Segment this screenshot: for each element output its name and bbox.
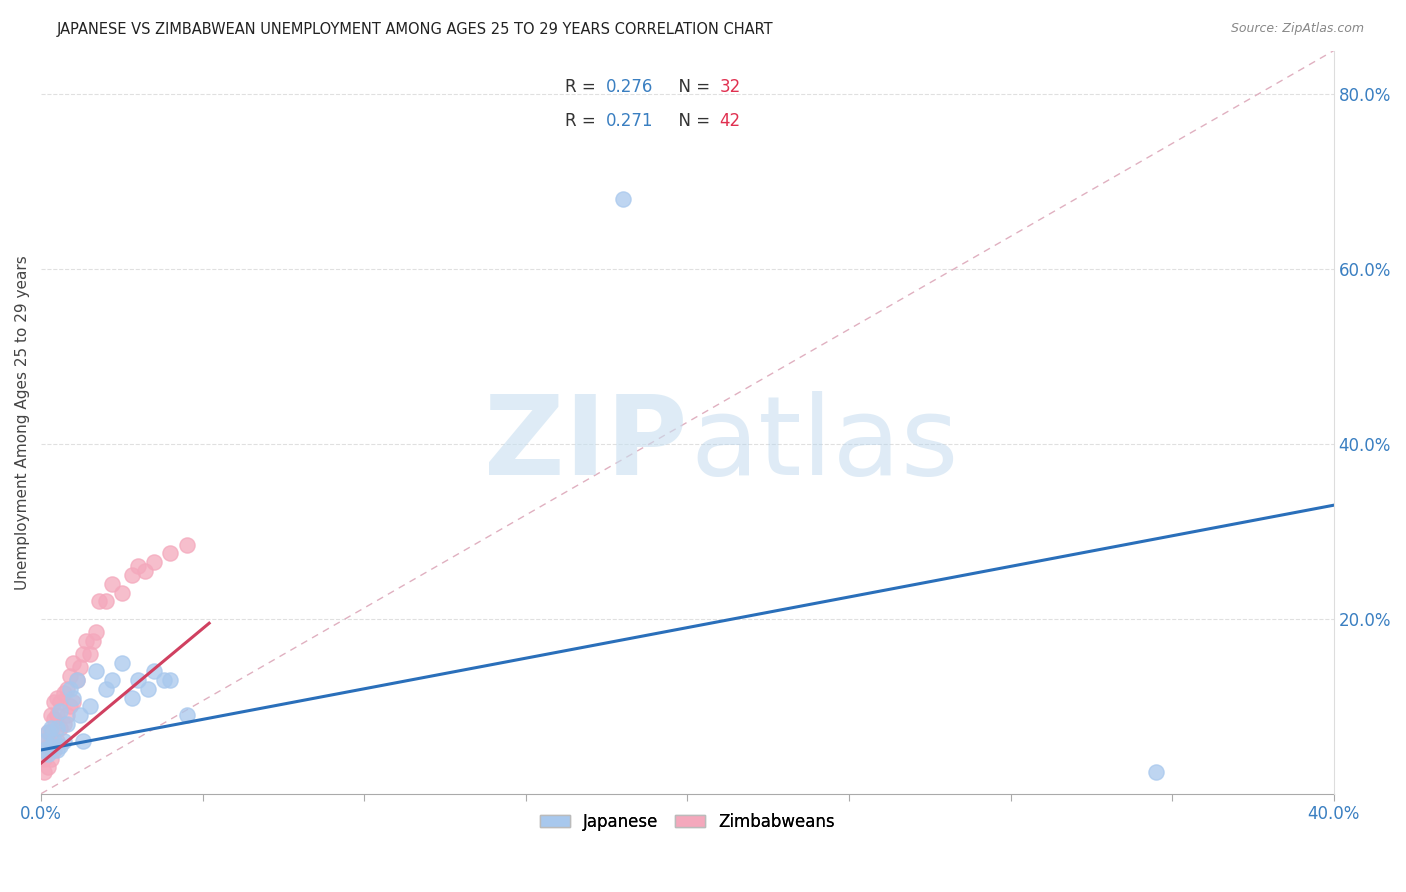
Point [39, 739, 62, 753]
Point [79, 647, 101, 661]
Point [127, 673, 149, 687]
Text: atlas: atlas [690, 391, 959, 498]
Text: N =: N = [668, 78, 716, 96]
Point [56, 681, 79, 696]
Point [153, 673, 176, 687]
Point [66, 673, 89, 687]
Point [39, 752, 62, 766]
Point [143, 665, 166, 679]
Point [89, 594, 111, 608]
Point [59, 668, 82, 682]
Point [42, 695, 65, 709]
Point [134, 564, 156, 578]
Text: 0.271: 0.271 [606, 112, 654, 129]
Point [34, 752, 56, 766]
Legend: Japanese, Zimbabweans: Japanese, Zimbabweans [533, 806, 842, 838]
Point [46, 721, 69, 735]
Point [52, 686, 75, 700]
Y-axis label: Unemployment Among Ages 25 to 29 years: Unemployment Among Ages 25 to 29 years [15, 255, 30, 590]
Point [56, 708, 79, 723]
Point [66, 673, 89, 687]
Point [111, 585, 134, 599]
Point [56, 716, 79, 731]
Point [34, 764, 56, 779]
Point [62, 656, 84, 670]
Text: R =: R = [565, 112, 600, 129]
Point [72, 734, 94, 748]
Point [84, 665, 107, 679]
Point [37, 725, 59, 739]
Point [39, 725, 62, 739]
Point [37, 747, 59, 762]
Point [34, 743, 56, 757]
Point [52, 734, 75, 748]
Point [39, 721, 62, 735]
Point [46, 743, 69, 757]
Point [42, 734, 65, 748]
Point [121, 568, 143, 582]
Text: 32: 32 [720, 78, 741, 96]
Point [59, 681, 82, 696]
Point [94, 594, 117, 608]
Text: ZIP: ZIP [484, 391, 688, 498]
Point [176, 708, 198, 723]
Point [37, 739, 59, 753]
Point [101, 577, 124, 591]
Point [59, 699, 82, 714]
Point [49, 704, 72, 718]
Point [82, 633, 104, 648]
Point [46, 734, 69, 748]
Point [39, 708, 62, 723]
Point [121, 690, 143, 705]
Point [37, 760, 59, 774]
Text: JAPANESE VS ZIMBABWEAN UNEMPLOYMENT AMONG AGES 25 TO 29 YEARS CORRELATION CHART: JAPANESE VS ZIMBABWEAN UNEMPLOYMENT AMON… [56, 22, 773, 37]
Point [94, 681, 117, 696]
Point [37, 725, 59, 739]
Text: 42: 42 [720, 112, 741, 129]
Point [72, 647, 94, 661]
Point [136, 681, 159, 696]
Text: R =: R = [565, 78, 600, 96]
Point [46, 690, 69, 705]
Point [34, 734, 56, 748]
Point [62, 695, 84, 709]
Text: N =: N = [668, 112, 716, 129]
Point [49, 739, 72, 753]
Point [42, 712, 65, 726]
Point [176, 537, 198, 551]
Point [69, 660, 91, 674]
Point [52, 716, 75, 731]
Point [127, 559, 149, 574]
Text: Source: ZipAtlas.com: Source: ZipAtlas.com [1230, 22, 1364, 36]
Point [46, 708, 69, 723]
Point [75, 633, 97, 648]
Point [69, 708, 91, 723]
Point [34, 734, 56, 748]
Point [42, 743, 65, 757]
Point [84, 624, 107, 639]
Point [159, 546, 181, 560]
Point [143, 555, 166, 569]
Point [101, 673, 124, 687]
Point [111, 656, 134, 670]
Point [49, 721, 72, 735]
Point [612, 192, 634, 206]
Point [79, 699, 101, 714]
Point [159, 673, 181, 687]
Point [49, 695, 72, 709]
Point [62, 690, 84, 705]
Text: 0.276: 0.276 [606, 78, 654, 96]
Point [1144, 764, 1167, 779]
